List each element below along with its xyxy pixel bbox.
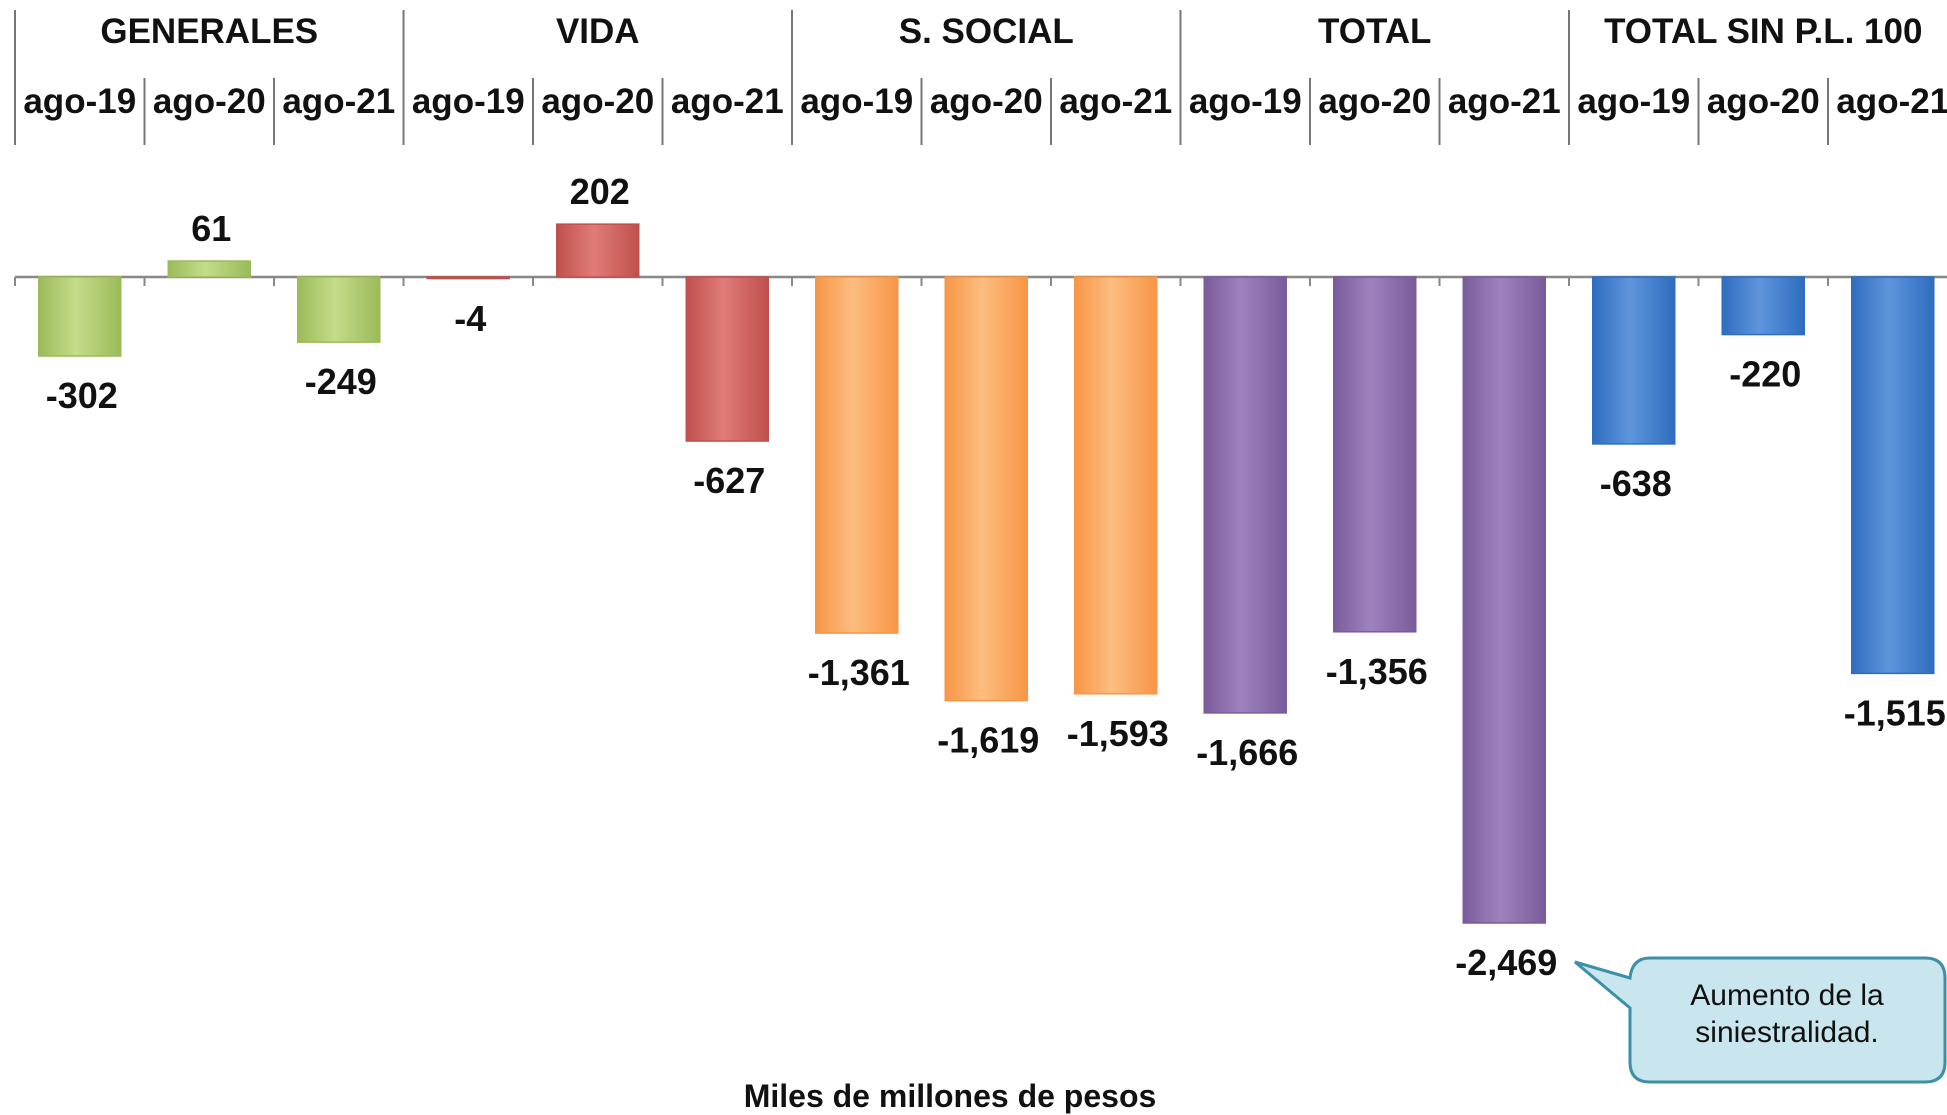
bar-s-social-ago-20 bbox=[944, 276, 1028, 702]
category-label: ago-21 bbox=[1836, 82, 1947, 121]
value-label: 61 bbox=[191, 208, 231, 249]
bar-s-social-ago-21 bbox=[1074, 276, 1158, 695]
header-dividers bbox=[14, 10, 1829, 145]
bar-vida-ago-19 bbox=[426, 276, 510, 280]
category-label: ago-20 bbox=[1707, 82, 1820, 121]
value-label: -1,356 bbox=[1326, 651, 1428, 692]
bar-total-sin-p-l-100-ago-21 bbox=[1851, 276, 1935, 675]
category-label: ago-19 bbox=[1577, 82, 1690, 121]
value-label: -1,619 bbox=[937, 720, 1039, 761]
category-label: ago-19 bbox=[1189, 82, 1302, 121]
value-label: -1,515 bbox=[1844, 692, 1946, 733]
category-label: ago-20 bbox=[541, 82, 654, 121]
bar-total-ago-21 bbox=[1462, 276, 1546, 924]
unit-label: Miles de millones de pesos bbox=[744, 1078, 1157, 1114]
callout-bubble bbox=[1574, 956, 1947, 1084]
value-label: -4 bbox=[454, 298, 486, 339]
group-labels: GENERALES VIDA S. SOCIAL TOTAL TOTAL SIN P.L… bbox=[100, 12, 1922, 51]
bar-vida-ago-21 bbox=[685, 276, 769, 442]
value-label: -2,469 bbox=[1455, 942, 1557, 983]
group-label-total-sin-p-l-100: TOTAL SIN P.L. 100 bbox=[1604, 12, 1922, 51]
category-label: ago-21 bbox=[1448, 82, 1561, 121]
annotation-callout: Aumento de la siniestralidad. bbox=[1574, 956, 1947, 1084]
value-label: -249 bbox=[305, 361, 377, 402]
value-label: -638 bbox=[1600, 463, 1672, 504]
value-label: -627 bbox=[693, 460, 765, 501]
category-label: ago-20 bbox=[930, 82, 1043, 121]
group-label-s-social: S. SOCIAL bbox=[899, 12, 1074, 51]
bar-total-sin-p-l-100-ago-19 bbox=[1592, 276, 1676, 445]
value-label: 202 bbox=[570, 171, 630, 212]
bar-vida-ago-20 bbox=[556, 223, 640, 278]
group-label-generales: GENERALES bbox=[100, 12, 318, 51]
category-labels: ago-19 ago-20 ago-21 ago-19 ago-20 ago-21 ago-… bbox=[23, 82, 1947, 121]
value-label: -1,666 bbox=[1196, 732, 1298, 773]
group-label-vida: VIDA bbox=[556, 12, 640, 51]
bar-total-sin-p-l-100-ago-20 bbox=[1721, 276, 1805, 336]
bar-generales-ago-21 bbox=[297, 276, 381, 343]
category-label: ago-20 bbox=[153, 82, 266, 121]
group-label-total: TOTAL bbox=[1318, 12, 1431, 51]
value-label: -302 bbox=[46, 375, 118, 416]
bar-s-social-ago-19 bbox=[815, 276, 899, 634]
value-labels: -302 61 -249 -4 202 -627 -1,361 -1,619 -1,593 -1,… bbox=[46, 171, 1946, 983]
category-label: ago-20 bbox=[1318, 82, 1431, 121]
category-label: ago-19 bbox=[23, 82, 136, 121]
bar-total-ago-20 bbox=[1333, 276, 1417, 633]
category-label: ago-19 bbox=[800, 82, 913, 121]
annotation-text-line-1: Aumento de la bbox=[1690, 979, 1884, 1012]
category-label: ago-21 bbox=[282, 82, 395, 121]
bar-total-ago-19 bbox=[1203, 276, 1287, 714]
category-label: ago-19 bbox=[412, 82, 525, 121]
category-label: ago-21 bbox=[671, 82, 784, 121]
bar-generales-ago-19 bbox=[38, 276, 122, 357]
bar-generales-ago-20 bbox=[167, 260, 251, 278]
value-label: -1,361 bbox=[808, 652, 910, 693]
category-label: ago-21 bbox=[1059, 82, 1172, 121]
value-label: -220 bbox=[1729, 354, 1801, 395]
annotation-text-line-2: siniestralidad. bbox=[1695, 1016, 1878, 1049]
value-label: -1,593 bbox=[1067, 713, 1169, 754]
bars bbox=[38, 223, 1935, 924]
